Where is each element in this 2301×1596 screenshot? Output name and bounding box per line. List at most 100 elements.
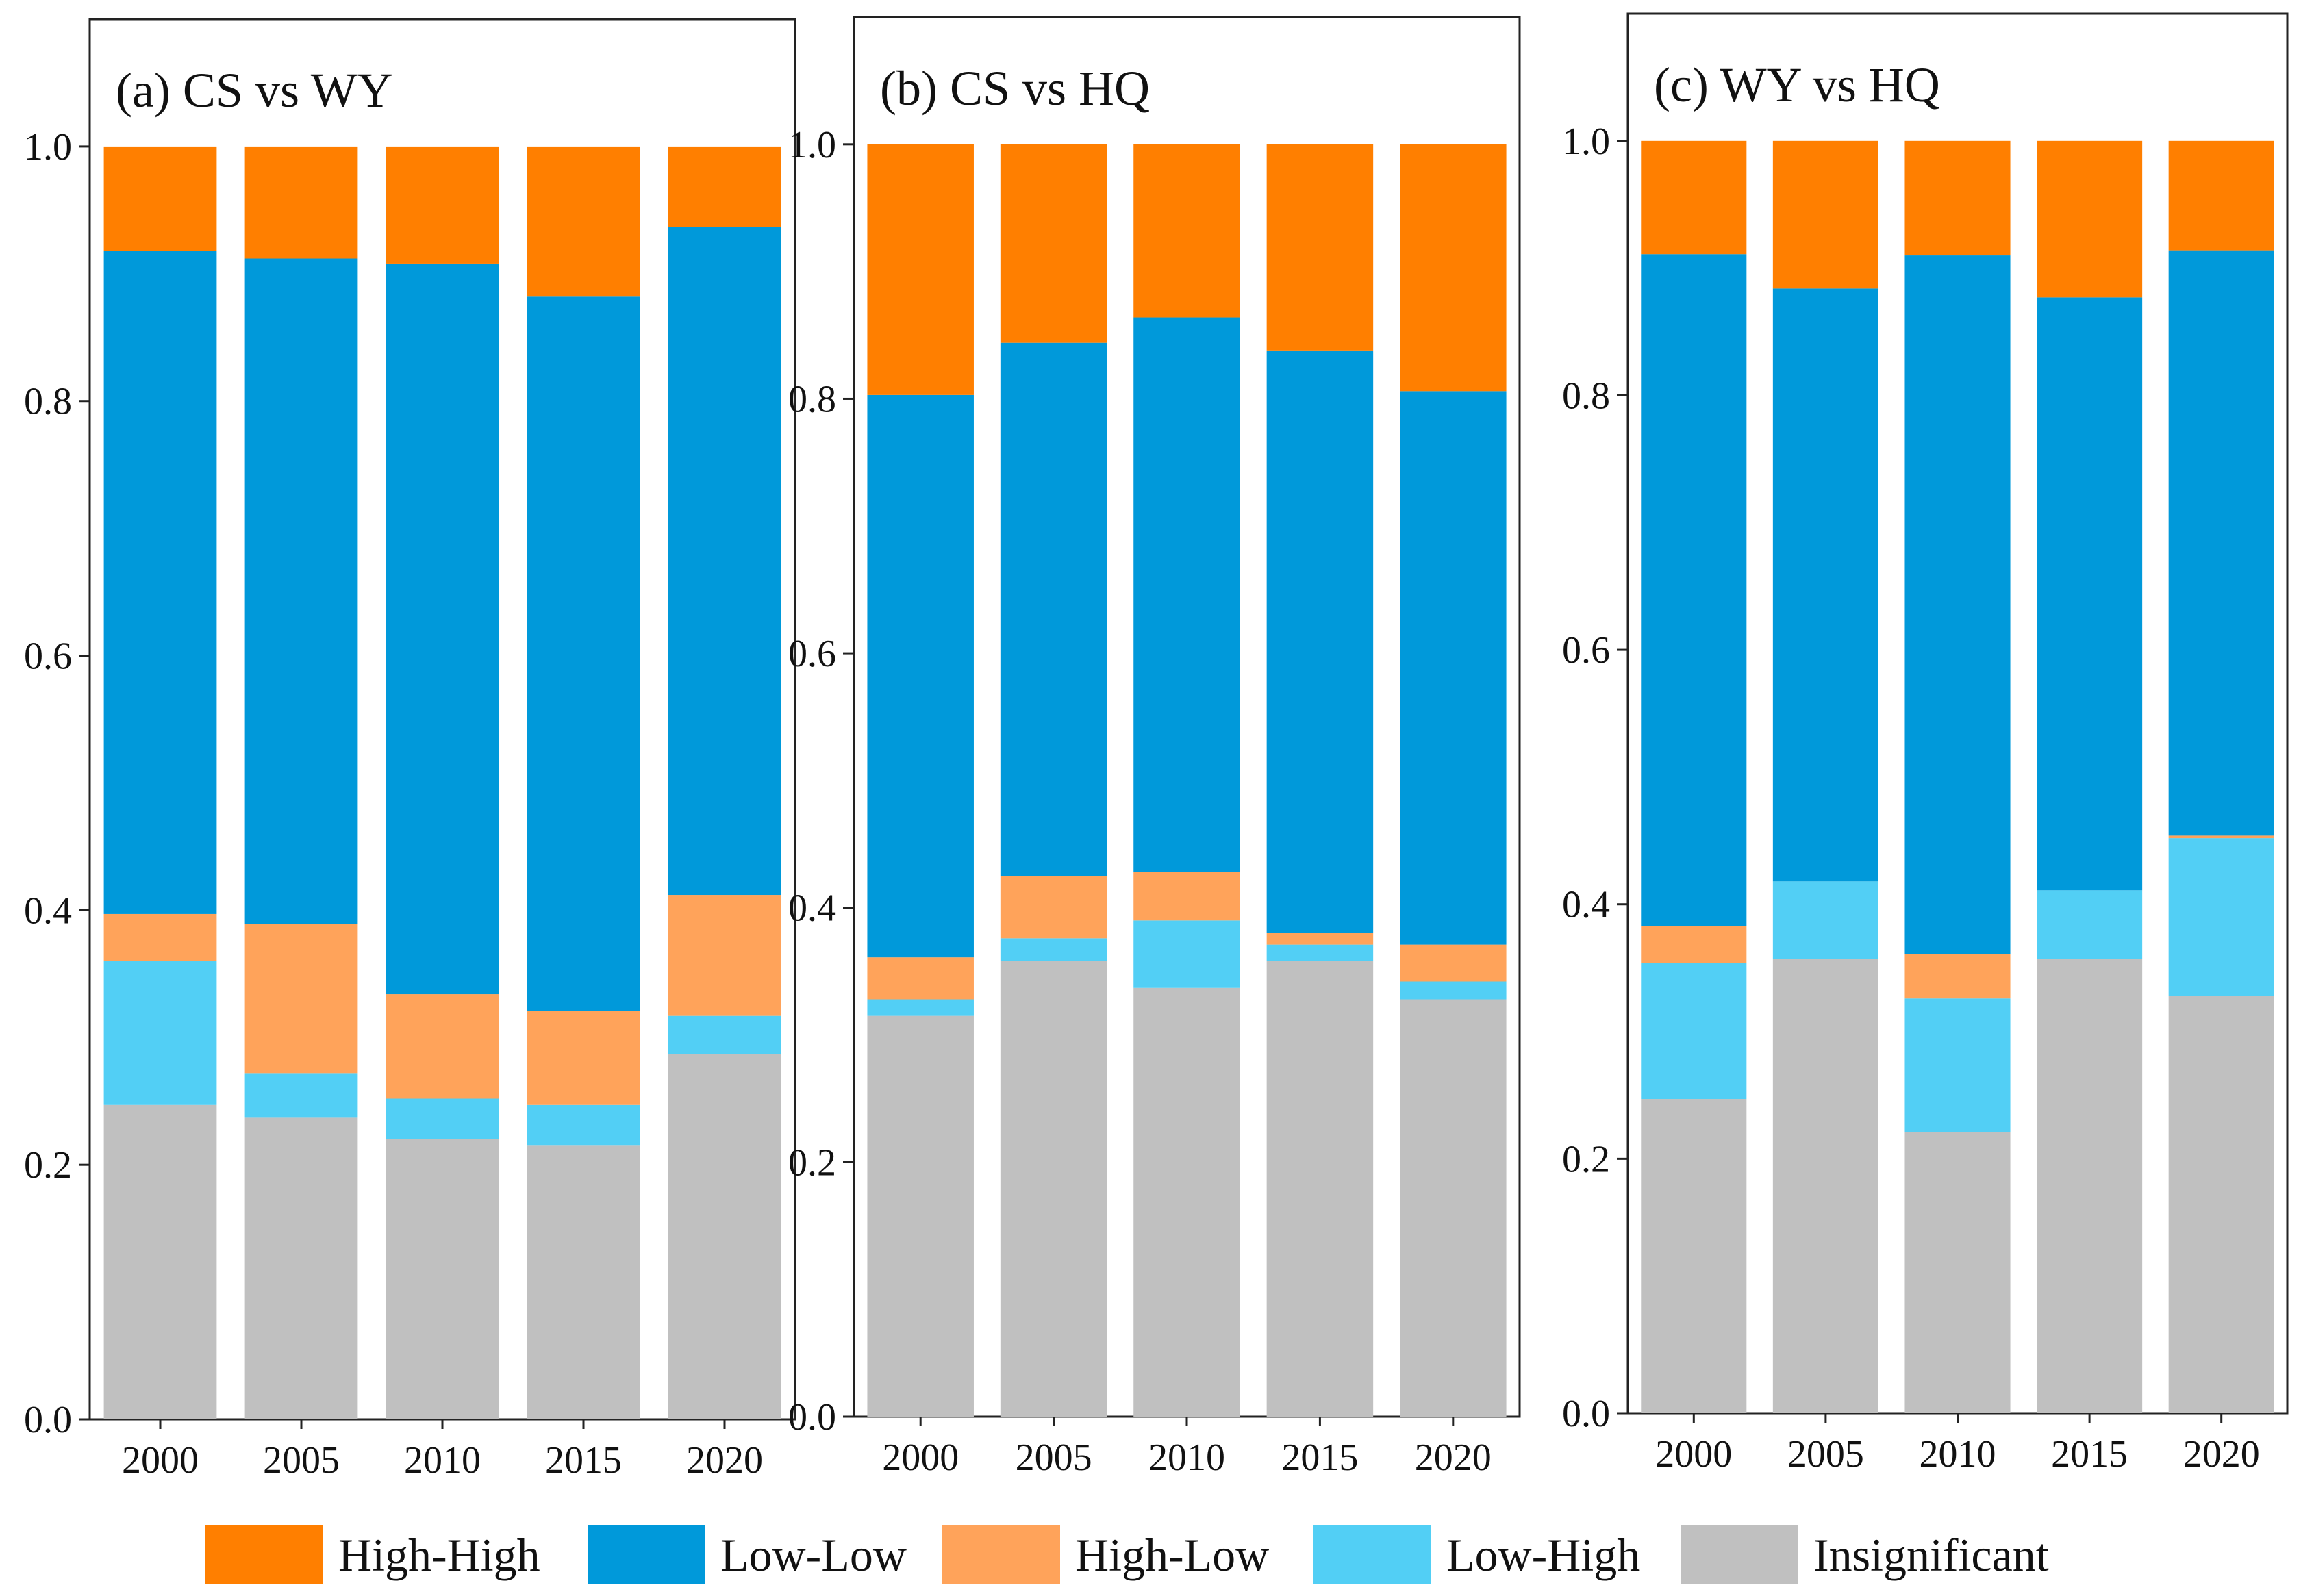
bar-segment-high-low-2020 xyxy=(668,895,781,1016)
bar-segment-low-low-2015 xyxy=(527,296,640,1011)
bar-segment-low-high-2010 xyxy=(1904,998,2011,1132)
x-tick-label: 2000 xyxy=(122,1439,199,1482)
bar-segment-high-high-2000 xyxy=(867,144,974,395)
legend-label: Insignificant xyxy=(1813,1529,2049,1581)
bar-segment-high-high-2000 xyxy=(1641,140,1747,255)
bar-segment-insignificant-2005 xyxy=(1000,961,1107,1417)
y-tick-label: 0.8 xyxy=(1562,375,1610,417)
bar-segment-low-high-2005 xyxy=(1772,881,1878,959)
legend-item-high-high: High-High xyxy=(205,1525,540,1584)
bar-segment-low-high-2000 xyxy=(103,961,217,1105)
bar-segment-insignificant-2015 xyxy=(1266,961,1374,1417)
bar-segment-insignificant-2010 xyxy=(1904,1132,2011,1413)
bar-segment-low-high-2000 xyxy=(1641,963,1747,1100)
bar-segment-high-high-2010 xyxy=(386,146,499,264)
bar-segment-insignificant-2015 xyxy=(2037,959,2143,1413)
bar-segment-low-high-2020 xyxy=(2168,838,2274,996)
x-tick-label: 2015 xyxy=(2051,1433,2128,1475)
chart-panel-2: 0.0 0.2 0.4 0.6 0.8 1.0 2000 2005 2010 2015 2020 (b… xyxy=(788,16,1521,1479)
bar-segment-insignificant-2020 xyxy=(1400,999,1507,1417)
bar-segment-low-low-2010 xyxy=(386,263,499,995)
bar-segment-high-high-2005 xyxy=(1772,140,1878,289)
bar-segment-high-high-2020 xyxy=(1400,144,1507,392)
x-tick-label: 2010 xyxy=(404,1439,481,1482)
x-tick-label: 2005 xyxy=(263,1439,340,1482)
bar-segment-low-low-2010 xyxy=(1904,255,2011,954)
y-tick-label: 0.2 xyxy=(1562,1138,1610,1180)
bar-segment-high-low-2010 xyxy=(386,994,499,1099)
bar-segment-high-low-2005 xyxy=(244,924,358,1074)
bar-segment-high-low-2010 xyxy=(1904,954,2011,999)
bar-segment-high-low-2010 xyxy=(1133,872,1240,921)
y-tick-label: 0.6 xyxy=(788,633,836,675)
legend-swatch xyxy=(1681,1525,1798,1584)
bar-segment-low-high-2015 xyxy=(527,1104,640,1146)
chart-panel-1: 0.0 0.2 0.4 0.6 0.8 1.0 2000 2005 2010 2015 2020 (a… xyxy=(24,18,796,1482)
bar-segment-low-high-2010 xyxy=(386,1098,499,1139)
y-tick-label: 0.6 xyxy=(24,635,72,678)
x-tick-label: 2020 xyxy=(2183,1433,2260,1475)
bar-segment-low-high-2010 xyxy=(1133,920,1240,988)
legend-item-insignificant: Insignificant xyxy=(1681,1525,2049,1584)
bar-segment-high-high-2015 xyxy=(2037,140,2143,298)
bar-segment-insignificant-2010 xyxy=(386,1139,499,1419)
bar-segment-low-low-2015 xyxy=(2037,297,2143,891)
bar-segment-low-high-2015 xyxy=(2037,890,2143,959)
bar-segment-low-high-2005 xyxy=(1000,938,1107,961)
bar-segment-low-high-2015 xyxy=(1266,944,1374,961)
bar-segment-high-low-2015 xyxy=(1266,933,1374,945)
panel-title: (b) CS vs HQ xyxy=(880,61,1150,116)
y-tick-label: 0.2 xyxy=(24,1144,72,1187)
bar-segment-high-high-2020 xyxy=(668,146,781,227)
bar-segment-high-high-2005 xyxy=(1000,144,1107,343)
y-tick-label: 0.0 xyxy=(788,1396,836,1439)
legend-label: High-Low xyxy=(1075,1529,1269,1581)
y-tick-label: 0.8 xyxy=(24,381,72,423)
bar-segment-insignificant-2010 xyxy=(1133,987,1240,1417)
bar-segment-low-low-2000 xyxy=(103,251,217,914)
x-tick-label: 2020 xyxy=(1415,1436,1492,1479)
bar-segment-low-low-2010 xyxy=(1133,317,1240,872)
legend-item-low-low: Low-Low xyxy=(588,1525,907,1584)
legend-swatch xyxy=(1313,1525,1431,1584)
x-tick-label: 2020 xyxy=(686,1439,763,1482)
legend-label: Low-Low xyxy=(720,1529,907,1581)
chart-panel-3: 0.0 0.2 0.4 0.6 0.8 1.0 2000 2005 2010 2015 2020 (c… xyxy=(1562,12,2289,1475)
bar-segment-low-low-2000 xyxy=(867,394,974,958)
x-tick-label: 2005 xyxy=(1016,1436,1092,1479)
x-tick-label: 2010 xyxy=(1920,1433,1996,1475)
chart-panels: 0.0 0.2 0.4 0.6 0.8 1.0 2000 2005 2010 2015 2020 (a… xyxy=(24,12,2289,1482)
bar-segment-high-high-2020 xyxy=(2168,140,2274,251)
bar-segment-high-low-2000 xyxy=(867,957,974,1000)
panel-title: (c) WY vs HQ xyxy=(1654,58,1940,112)
x-tick-label: 2010 xyxy=(1148,1436,1225,1479)
y-tick-label: 0.0 xyxy=(1562,1393,1610,1435)
y-tick-label: 1.0 xyxy=(1562,121,1610,163)
legend: High-High Low-Low High-Low Low-High Insignif… xyxy=(205,1525,2049,1584)
legend-label: Low-High xyxy=(1446,1529,1640,1581)
y-tick-label: 0.4 xyxy=(24,889,72,932)
bar-segment-insignificant-2000 xyxy=(103,1104,217,1419)
legend-label: High-High xyxy=(338,1529,540,1581)
x-tick-label: 2005 xyxy=(1787,1433,1864,1475)
bar-segment-high-high-2010 xyxy=(1133,144,1240,318)
bar-segment-insignificant-2005 xyxy=(1772,959,1878,1413)
legend-swatch xyxy=(942,1525,1060,1584)
x-tick-label: 2000 xyxy=(882,1436,959,1479)
y-tick-label: 1.0 xyxy=(788,124,836,166)
bar-segment-low-low-2020 xyxy=(1400,391,1507,945)
x-tick-label: 2000 xyxy=(1655,1433,1732,1475)
legend-swatch xyxy=(205,1525,323,1584)
legend-item-high-low: High-Low xyxy=(942,1525,1269,1584)
bar-segment-low-high-2000 xyxy=(867,999,974,1016)
bar-segment-high-high-2015 xyxy=(1266,144,1374,351)
bar-segment-high-high-2005 xyxy=(244,146,358,259)
bar-segment-high-high-2015 xyxy=(527,146,640,297)
y-tick-label: 0.8 xyxy=(788,378,836,420)
bar-segment-insignificant-2000 xyxy=(867,1015,974,1417)
bar-segment-low-low-2000 xyxy=(1641,254,1747,926)
bar-segment-low-low-2020 xyxy=(668,227,781,896)
bar-segment-low-low-2020 xyxy=(2168,250,2274,836)
bar-segment-low-low-2015 xyxy=(1266,350,1374,933)
